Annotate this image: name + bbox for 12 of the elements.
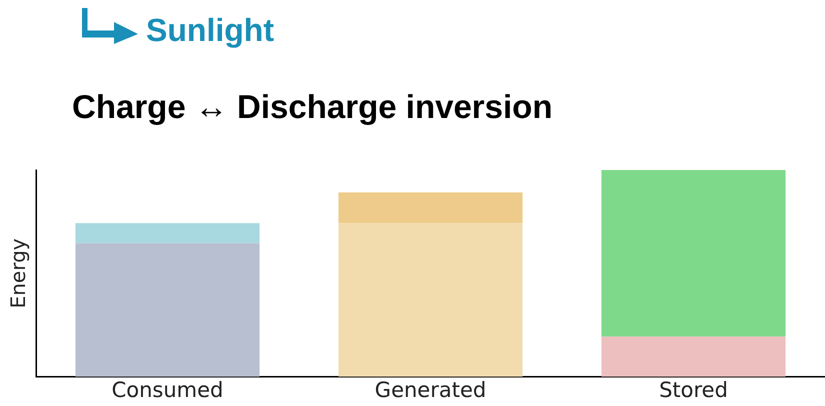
x-tick-label: Consumed: [112, 378, 224, 402]
y-axis-title: Energy: [6, 238, 30, 308]
bar: [601, 336, 786, 377]
bar: [75, 243, 260, 377]
bar: [601, 170, 786, 337]
x-tick-label: Generated: [374, 378, 486, 402]
text: Charge ↔ Discharge inversion: [72, 88, 552, 126]
text: Sunlight: [146, 12, 274, 49]
x-tick-label: Stored: [659, 378, 728, 402]
bar: [338, 192, 523, 224]
bar: [338, 223, 523, 377]
bar: [75, 223, 260, 244]
